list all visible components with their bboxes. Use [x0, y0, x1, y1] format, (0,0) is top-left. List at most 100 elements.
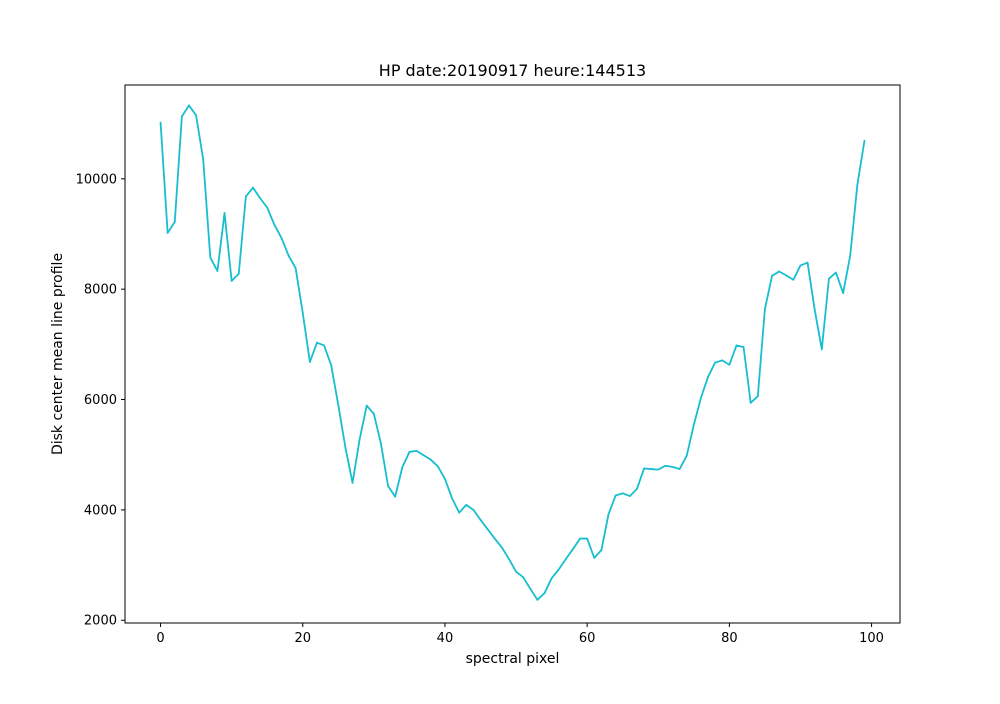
data-point	[628, 495, 631, 497]
data-point	[266, 206, 269, 209]
y-tick-label: 6000	[84, 393, 117, 408]
data-point	[500, 546, 503, 549]
data-point	[792, 278, 795, 281]
data-point	[493, 537, 496, 540]
data-point	[671, 465, 674, 468]
data-point	[685, 454, 688, 457]
data-point	[785, 274, 788, 277]
data-point	[678, 468, 681, 470]
data-point	[550, 577, 553, 580]
x-tick-label: 40	[437, 631, 454, 646]
axis-ticks: 0 20 40 60 80 100 2000 4000 6000 8000 10000	[76, 172, 884, 646]
y-axis-label: Disk center mean line profile	[50, 253, 66, 455]
x-tick-label: 20	[294, 631, 311, 646]
data-point	[735, 344, 738, 347]
data-point	[458, 511, 461, 514]
data-point	[586, 537, 589, 540]
x-tick-label: 0	[156, 631, 164, 646]
data-point	[643, 467, 645, 470]
data-point	[728, 363, 731, 366]
data-point	[209, 256, 212, 259]
data-point	[564, 558, 567, 560]
data-point	[771, 275, 773, 277]
data-point	[856, 183, 859, 186]
data-point	[287, 254, 290, 257]
data-point	[337, 404, 340, 406]
data-point	[401, 466, 404, 469]
data-point	[308, 361, 311, 363]
data-point	[863, 139, 866, 142]
data-point	[557, 568, 560, 571]
data-point	[749, 401, 752, 404]
data-point	[835, 271, 837, 274]
data-point	[451, 497, 453, 500]
data-point	[828, 277, 830, 280]
data-point	[650, 468, 653, 470]
data-point	[714, 361, 717, 364]
data-point	[621, 492, 624, 495]
data-point	[813, 308, 816, 311]
data-point	[515, 570, 517, 573]
data-point	[415, 449, 418, 452]
y-tick-label: 10000	[76, 172, 117, 187]
data-point	[294, 267, 297, 270]
axes-frame	[124, 84, 901, 624]
data-point	[536, 598, 539, 601]
data-point	[166, 231, 169, 234]
data-point	[721, 359, 724, 362]
data-point	[273, 223, 276, 226]
x-tick-label: 60	[579, 631, 596, 646]
data-point	[799, 264, 802, 267]
data-point	[472, 508, 475, 511]
chart-title: HP date:20190917 heure:144513	[379, 61, 646, 80]
data-point	[600, 549, 603, 552]
data-point	[323, 344, 325, 347]
data-point	[365, 404, 368, 407]
data-point	[372, 412, 375, 415]
data-point	[159, 121, 162, 124]
data-point	[387, 485, 389, 488]
data-point	[778, 270, 781, 273]
data-point	[806, 261, 809, 264]
data-point	[444, 478, 446, 480]
data-point	[543, 592, 546, 595]
data-point	[742, 346, 745, 348]
data-point	[707, 376, 709, 378]
data-point	[280, 236, 283, 239]
data-point	[230, 279, 233, 282]
x-tick-label: 80	[721, 631, 738, 646]
data-point	[849, 254, 852, 257]
data-point	[636, 488, 638, 490]
data-point	[316, 341, 318, 344]
data-point	[842, 292, 845, 294]
data-point	[508, 558, 510, 560]
y-tick-label: 4000	[84, 503, 117, 518]
data-point	[223, 212, 226, 214]
data-point	[216, 270, 219, 272]
y-tick-label: 8000	[84, 283, 117, 298]
data-point	[173, 220, 176, 223]
data-point	[700, 396, 702, 399]
data-point	[301, 311, 304, 314]
data-point	[820, 348, 823, 351]
data-point	[422, 454, 425, 457]
data-point	[394, 495, 397, 498]
data-point	[692, 424, 695, 426]
data-point	[664, 464, 667, 467]
data-point	[607, 513, 610, 516]
data-point	[259, 197, 261, 200]
x-tick-label: 100	[859, 631, 884, 646]
data-point	[195, 114, 198, 117]
x-axis-label: spectral pixel	[466, 651, 560, 667]
data-point	[344, 446, 347, 449]
data-point	[436, 465, 439, 468]
data-point	[572, 548, 574, 550]
data-point	[614, 494, 617, 497]
data-point	[380, 442, 382, 445]
data-point	[479, 518, 482, 521]
data-point	[358, 438, 361, 441]
data-point	[657, 468, 660, 471]
